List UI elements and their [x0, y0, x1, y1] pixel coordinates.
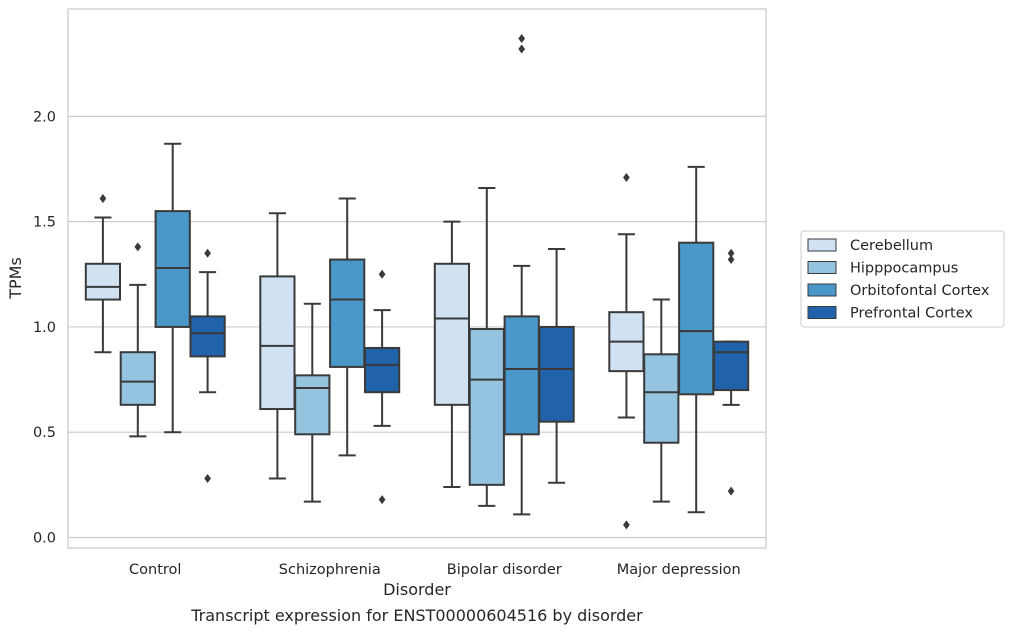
box-iqr [84, 262, 122, 301]
box-orbitofontal-cortex [154, 142, 191, 434]
box-hipppocampus [643, 298, 680, 503]
box-cerebellum [433, 220, 471, 488]
y-axis-label: TPMs [6, 257, 25, 300]
box-hipppocampus [468, 186, 505, 507]
box-hipppocampus [294, 302, 331, 503]
box-cerebellum [84, 193, 122, 354]
box-cerebellum [608, 172, 645, 530]
outlier-marker [134, 242, 142, 252]
legend-label: Hipppocampus [850, 261, 958, 277]
box-iqr [154, 210, 191, 328]
y-tick-label: 2.0 [33, 109, 56, 125]
legend-swatch [807, 283, 837, 297]
box-iqr [189, 315, 226, 358]
outlier-marker [378, 269, 386, 279]
box-iqr [294, 374, 331, 436]
box-prefrontal-cortex [363, 269, 401, 505]
box-orbitofontal-cortex [329, 197, 366, 457]
box-iqr [363, 346, 401, 394]
legend-label: Prefrontal Cortex [850, 306, 973, 322]
legend: Cerebellum Hipppocampus Orbitofontal Corte… [800, 230, 1005, 328]
outlier-marker [623, 520, 630, 530]
x-tick-label: Bipolar disorder [447, 562, 562, 578]
box-iqr [119, 351, 156, 406]
box-iqr [643, 353, 680, 444]
figure-caption: Transcript expression for ENST0000060451… [191, 606, 643, 625]
x-tick-label: Schizophrenia [279, 562, 381, 578]
outlier-marker [518, 33, 526, 43]
box-iqr [329, 258, 366, 368]
outlier-marker [518, 44, 526, 54]
x-tick-labels: Control Schizophrenia Bipolar disorder Majo… [129, 562, 741, 578]
box-iqr [538, 325, 575, 423]
box-hipppocampus [119, 242, 156, 438]
box-iqr [712, 340, 750, 392]
box-iqr [468, 328, 505, 486]
box-orbitofontal-cortex [503, 33, 540, 516]
box-iqr [503, 315, 540, 436]
box-prefrontal-cortex [712, 248, 750, 496]
legend-label: Cerebellum [850, 238, 933, 254]
y-tick-label: 1.5 [33, 215, 56, 231]
y-tick-label: 1.0 [33, 320, 56, 336]
outlier-marker [204, 248, 211, 258]
box-series [84, 33, 750, 530]
legend-swatch [807, 238, 837, 252]
outlier-marker [727, 248, 735, 258]
x-tick-label: Control [129, 562, 181, 578]
outlier-marker [99, 193, 107, 203]
outlier-marker [204, 474, 211, 484]
legend-frame [800, 230, 1005, 328]
box-cerebellum [259, 212, 296, 480]
x-tick-label: Major depression [617, 562, 741, 578]
outlier-marker [727, 486, 735, 496]
legend-swatch [807, 261, 837, 274]
outlier-marker [378, 495, 386, 505]
y-tick-labels: 0.0 0.5 1.0 1.5 2.0 [33, 109, 56, 546]
box-prefrontal-cortex [189, 248, 226, 484]
outlier-marker [727, 255, 735, 265]
legend-swatch [807, 306, 837, 319]
legend-label: Orbitofontal Cortex [850, 283, 990, 299]
x-axis-label: Disorder [383, 580, 451, 599]
y-tick-label: 0.0 [33, 530, 56, 546]
box-iqr [678, 241, 715, 396]
box-prefrontal-cortex [538, 248, 575, 484]
y-tick-label: 0.5 [33, 425, 56, 441]
box-orbitofontal-cortex [678, 165, 715, 514]
plot-frame [67, 8, 767, 549]
box-iqr [259, 275, 296, 411]
outlier-marker [623, 172, 630, 182]
box-iqr [433, 262, 471, 406]
